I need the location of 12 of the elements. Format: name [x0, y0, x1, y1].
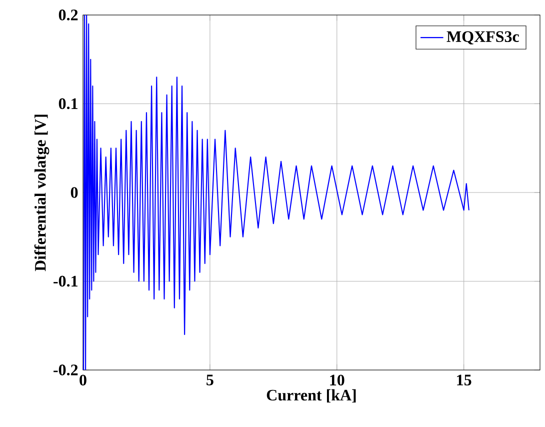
y-axis-title: Differential volatge [V] — [34, 114, 50, 272]
x-tick-label: 15 — [457, 374, 472, 386]
y-tick-label: 0 — [70, 187, 78, 198]
x-tick-label: 5 — [206, 374, 214, 386]
y-tick-label: 0.2 — [58, 10, 78, 20]
y-tick-label: 0.1 — [58, 98, 78, 110]
x-axis-title: Current [kA] — [266, 389, 356, 403]
legend-label: MQXFS3c — [446, 31, 519, 44]
x-tick-label: 0 — [80, 374, 86, 386]
x-tick-label: 10 — [330, 374, 344, 386]
y-tick-label: -0.1 — [54, 276, 78, 287]
y-tick-label: -0.2 — [54, 364, 78, 376]
